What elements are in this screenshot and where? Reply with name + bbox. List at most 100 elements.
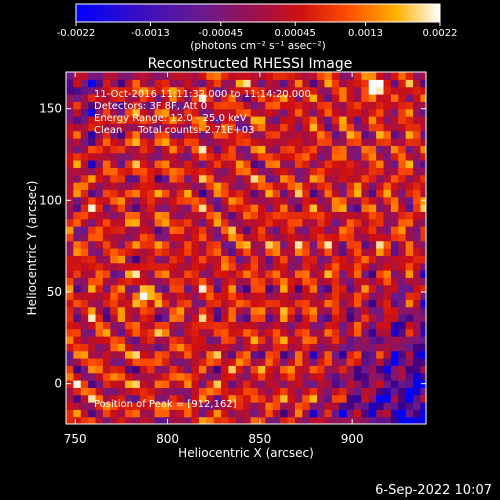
heatmap-cell	[354, 299, 362, 308]
heatmap-cell	[354, 211, 362, 220]
heatmap-cell	[139, 152, 148, 161]
heatmap-cell	[184, 86, 193, 95]
heatmap-cell	[66, 138, 74, 146]
heatmap-cell	[176, 270, 185, 278]
heatmap-cell	[162, 321, 170, 330]
heatmap-cell	[383, 248, 392, 256]
heatmap-cell	[331, 130, 340, 139]
heatmap-cell	[413, 233, 422, 242]
heatmap-cell	[243, 145, 252, 154]
heatmap-cell	[287, 306, 296, 315]
heatmap-cell	[88, 394, 97, 403]
heatmap-cell	[405, 94, 414, 102]
heatmap-cell	[361, 204, 370, 212]
heatmap-cell	[265, 167, 274, 176]
heatmap-cell	[235, 240, 244, 249]
heatmap-cell	[324, 299, 333, 308]
heatmap-cell	[420, 174, 426, 183]
heatmap-cell	[324, 262, 333, 271]
heatmap-cell	[176, 116, 185, 124]
heatmap-cell	[176, 204, 185, 212]
heatmap-cell	[88, 380, 97, 388]
heatmap-cell	[66, 262, 74, 271]
heatmap-cell	[354, 72, 362, 80]
heatmap-cell	[317, 160, 326, 168]
heatmap-cell	[265, 284, 274, 293]
heatmap-cell	[390, 167, 399, 176]
heatmap-cell	[88, 343, 97, 352]
heatmap-cell	[73, 299, 82, 308]
heatmap-cell	[198, 226, 207, 234]
heatmap-cell	[368, 189, 377, 198]
heatmap-cell	[324, 416, 333, 424]
heatmap-cell	[162, 94, 170, 102]
heatmap-cell	[221, 130, 230, 139]
heatmap-cell	[368, 284, 377, 293]
heatmap-cell	[235, 218, 244, 227]
heatmap-cell	[162, 387, 170, 396]
heatmap-cell	[294, 343, 303, 352]
heatmap-cell	[191, 101, 200, 110]
heatmap-cell	[213, 145, 222, 154]
heatmap-cell	[250, 343, 259, 352]
heatmap-cell	[368, 358, 377, 366]
heatmap-cell	[398, 306, 407, 315]
heatmap-cell	[302, 358, 311, 366]
heatmap-cell	[280, 299, 289, 308]
heatmap-cell	[361, 314, 370, 322]
heatmap-cell	[398, 365, 407, 374]
heatmap-cell	[235, 101, 244, 110]
heatmap-cell	[95, 211, 104, 220]
heatmap-cell	[169, 292, 178, 300]
heatmap-cell	[294, 160, 303, 168]
heatmap-cell	[139, 306, 148, 315]
heatmap-cell	[405, 108, 414, 117]
heatmap-cell	[154, 116, 163, 124]
heatmap-cell	[324, 211, 333, 220]
heatmap-cell	[147, 394, 156, 403]
heatmap-cell	[147, 284, 156, 293]
heatmap-cell	[258, 248, 266, 256]
heatmap-cell	[191, 292, 200, 300]
heatmap-cell	[368, 314, 377, 322]
heatmap-cell	[413, 79, 422, 88]
heatmap-cell	[331, 358, 340, 366]
heatmap-cell	[147, 292, 156, 300]
heatmap-cell	[331, 86, 340, 95]
heatmap-cell	[139, 277, 148, 286]
heatmap-cell	[154, 416, 163, 424]
heatmap-cell	[390, 365, 399, 374]
heatmap-cell	[235, 94, 244, 102]
heatmap-cell	[272, 328, 281, 337]
heatmap-cell	[80, 402, 89, 410]
heatmap-cell	[309, 182, 318, 190]
heatmap-cell	[243, 328, 252, 337]
heatmap-cell	[235, 233, 244, 242]
heatmap-cell	[102, 86, 111, 95]
heatmap-cell	[206, 233, 215, 242]
heatmap-cell	[250, 182, 259, 190]
heatmap-cell	[102, 79, 111, 88]
heatmap-cell	[405, 211, 414, 220]
heatmap-cell	[198, 196, 207, 205]
heatmap-cell	[154, 138, 163, 146]
heatmap-cell	[309, 372, 318, 381]
heatmap-cell	[331, 270, 340, 278]
heatmap-cell	[405, 182, 414, 190]
heatmap-cell	[420, 343, 426, 352]
heatmap-cell	[280, 365, 289, 374]
heatmap-cell	[398, 86, 407, 95]
heatmap-cell	[339, 380, 348, 388]
heatmap-cell	[66, 409, 74, 418]
heatmap-cell	[250, 306, 259, 315]
heatmap-cell	[139, 174, 148, 183]
heatmap-cell	[162, 350, 170, 359]
heatmap-cell	[139, 233, 148, 242]
heatmap-cell	[191, 72, 200, 80]
heatmap-cell	[213, 262, 222, 271]
heatmap-cell	[390, 182, 399, 190]
heatmap-cell	[235, 226, 244, 234]
heatmap-cell	[354, 233, 362, 242]
heatmap-cell	[198, 372, 207, 381]
heatmap-cell	[420, 284, 426, 293]
